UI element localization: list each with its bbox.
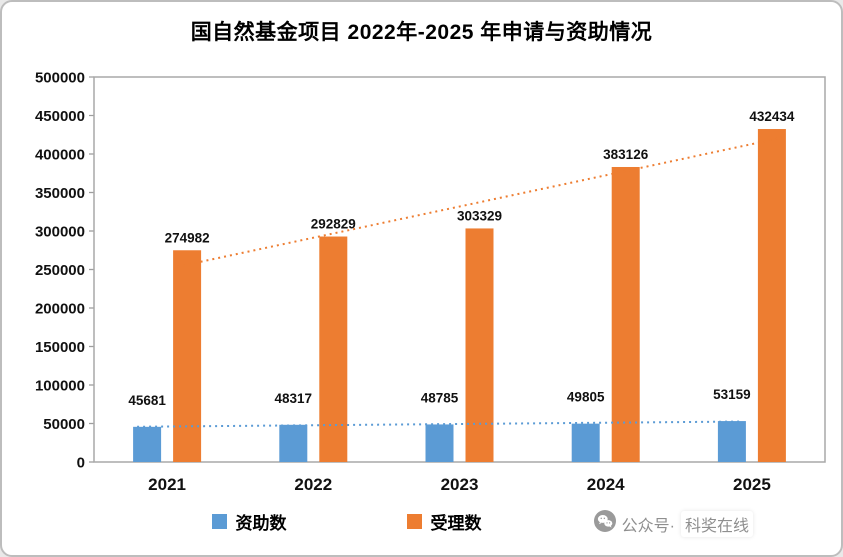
data-label: 48785: [421, 390, 459, 405]
y-axis-label: 100000: [35, 378, 85, 395]
watermark-name: 科奖在线: [680, 510, 753, 537]
bar: [465, 228, 494, 462]
y-axis-label: 150000: [35, 339, 85, 356]
legend-label-funded: 资助数: [235, 514, 287, 533]
data-label: 303329: [457, 208, 502, 223]
trendline: [137, 420, 742, 428]
data-label: 383126: [603, 147, 649, 162]
x-axis-label: 2025: [733, 475, 771, 494]
legend-item-accepted: 受理数: [406, 509, 482, 534]
y-axis-label: 450000: [35, 108, 85, 125]
legend-label-accepted: 受理数: [430, 514, 482, 533]
y-axis-label: 50000: [43, 416, 85, 433]
data-label: 53159: [713, 387, 751, 402]
data-label: 49805: [567, 390, 605, 405]
x-axis-label: 2024: [587, 475, 625, 494]
watermark-prefix: 公众号·: [621, 517, 675, 535]
bar: [425, 424, 454, 462]
bar: [571, 423, 600, 462]
data-label: 292829: [311, 217, 356, 232]
legend: 资助数 受理数: [2, 509, 691, 534]
wechat-icon: [593, 510, 616, 537]
bar: [279, 424, 308, 462]
bar: [133, 426, 162, 462]
y-axis-label: 300000: [35, 224, 85, 241]
x-axis-label: 2021: [148, 475, 186, 494]
bar-chart: 0 50000 100000 150000 200000 250000 300000 3500…: [35, 70, 826, 494]
bar: [757, 129, 786, 462]
x-axis-label: 2022: [294, 475, 332, 494]
bar: [717, 421, 746, 462]
chart-title: 国自然基金项目 2022年-2025 年申请与资助情况: [190, 21, 653, 44]
trendline: [176, 136, 783, 268]
y-axis-label: 200000: [35, 301, 85, 318]
y-axis-label: 0: [77, 455, 85, 472]
legend-item-funded: 资助数: [211, 509, 287, 534]
legend-swatch-accepted-icon: [406, 514, 422, 529]
y-axis-label: 350000: [35, 185, 85, 202]
y-axis-label: 250000: [35, 262, 85, 279]
data-label: 48317: [275, 391, 313, 406]
data-label: 274982: [165, 230, 210, 245]
legend-swatch-funded-icon: [211, 514, 227, 529]
x-axis-label: 2023: [441, 475, 479, 494]
bar: [611, 166, 640, 462]
data-label: 432434: [749, 109, 795, 124]
plot-area-border: [93, 76, 826, 463]
bar: [173, 250, 202, 462]
y-axis-label: 400000: [35, 147, 85, 164]
bar: [319, 236, 348, 462]
watermark: 公众号· 科奖在线: [593, 510, 753, 537]
y-axis-label: 500000: [35, 70, 85, 87]
data-label: 45681: [128, 393, 166, 408]
